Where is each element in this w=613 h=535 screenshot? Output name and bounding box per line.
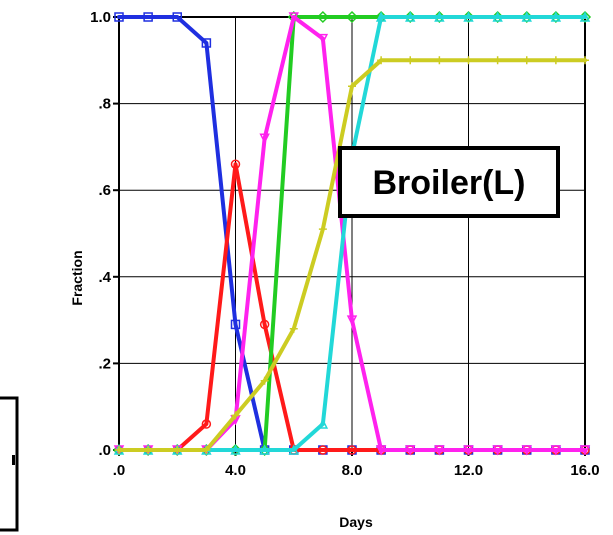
y-axis-label: Fraction xyxy=(69,250,85,305)
y-tick-label: .2 xyxy=(98,355,111,372)
series-6 xyxy=(115,56,589,454)
x-tick-label: 8.0 xyxy=(342,462,363,479)
data-point xyxy=(492,11,503,22)
data-point xyxy=(259,444,270,455)
data-point xyxy=(405,11,416,22)
data-point xyxy=(521,11,532,22)
x-tick-label: .0 xyxy=(113,462,126,479)
y-tick-label: .8 xyxy=(98,96,111,113)
data-point xyxy=(317,33,329,45)
chart-annotation: Broiler(L) xyxy=(338,146,560,218)
data-point xyxy=(493,56,502,65)
tick-labels: .0 4.0 8.0 12.0 16.0 .0 .2 .4 .6 .8 1.0 xyxy=(90,9,599,479)
data-point xyxy=(492,445,503,456)
data-point xyxy=(435,56,444,65)
data-point xyxy=(550,445,562,456)
data-point xyxy=(521,445,532,456)
data-point xyxy=(346,315,358,326)
data-point xyxy=(463,445,474,456)
data-point xyxy=(405,445,416,456)
data-point xyxy=(345,10,359,24)
data-point xyxy=(434,445,445,456)
data-point xyxy=(434,11,445,22)
data-point xyxy=(172,12,182,22)
partial-legend-box xyxy=(0,396,19,532)
plot-frame xyxy=(113,16,586,456)
grid-lines xyxy=(118,16,586,451)
data-point xyxy=(288,12,299,23)
data-point xyxy=(464,56,473,65)
data-point xyxy=(260,376,269,385)
data-point xyxy=(143,12,153,22)
x-tick-label: 12.0 xyxy=(454,462,483,479)
data-point xyxy=(347,445,357,455)
data-point xyxy=(202,446,211,454)
y-tick-label: .0 xyxy=(98,442,111,459)
annotation-box xyxy=(338,146,560,218)
y-tick-label: .6 xyxy=(98,182,111,199)
data-point xyxy=(115,446,123,454)
data-point xyxy=(317,418,329,429)
data-point xyxy=(201,419,212,429)
data-point xyxy=(348,82,356,91)
data-point xyxy=(551,56,560,65)
data-point xyxy=(375,11,387,22)
data-point xyxy=(173,446,182,454)
data-point xyxy=(259,133,270,144)
data-point xyxy=(288,444,299,455)
data-point xyxy=(579,11,591,22)
data-point xyxy=(375,445,387,456)
data-point xyxy=(377,56,386,65)
data-point xyxy=(231,411,240,420)
data-point xyxy=(550,11,562,22)
data-point xyxy=(144,446,153,454)
y-tick-label: 1.0 xyxy=(90,9,111,26)
data-point xyxy=(114,12,124,22)
data-point xyxy=(201,38,212,48)
data-point xyxy=(581,56,589,65)
x-axis-label: Days xyxy=(339,514,373,530)
data-point xyxy=(406,56,415,65)
data-point xyxy=(316,10,329,24)
data-point xyxy=(463,11,474,22)
x-tick-label: 16.0 xyxy=(570,462,599,479)
data-point xyxy=(318,225,327,234)
data-point xyxy=(289,324,298,333)
data-point xyxy=(522,56,531,65)
data-point xyxy=(230,444,241,455)
x-tick-label: 4.0 xyxy=(225,462,246,479)
data-point xyxy=(230,319,241,330)
data-point xyxy=(259,319,270,330)
data-point xyxy=(318,445,328,455)
annotation-text: Broiler(L) xyxy=(373,164,526,202)
y-tick-label: .4 xyxy=(98,269,111,286)
data-point xyxy=(579,445,591,456)
data-point xyxy=(230,159,241,169)
